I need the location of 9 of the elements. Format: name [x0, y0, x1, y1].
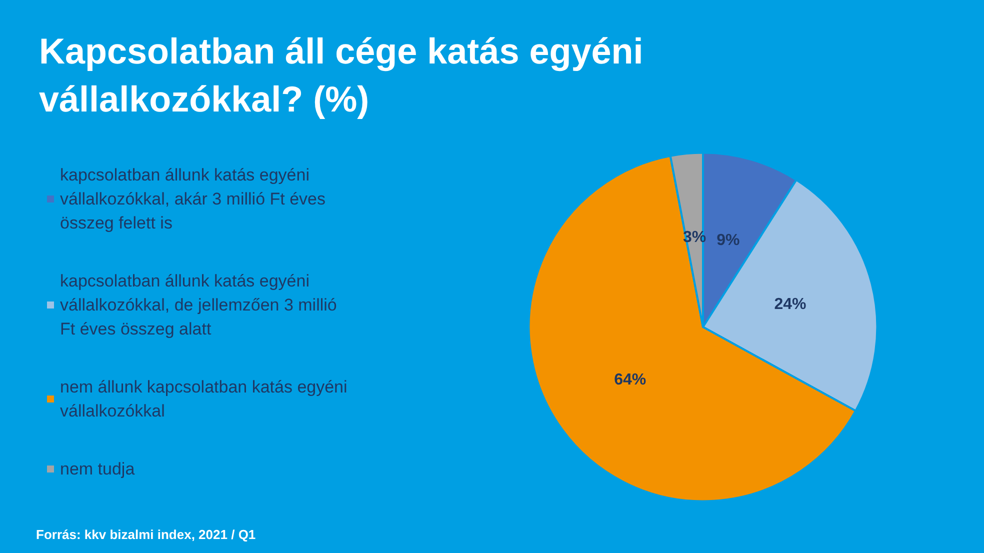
data-label: 24% — [774, 296, 806, 314]
legend-label: kapcsolatban állunk katás egyéni vállalkozókkal, de jellemzően 3 millió Ft éves összeg alatt — [60, 272, 342, 338]
legend-label: nem tudja — [60, 460, 136, 478]
legend-label: kapcsolatban állunk katás egyéni vállalkozókkal, akár 3 millió Ft éves összeg felett is — [60, 166, 330, 232]
data-label: 9% — [716, 232, 740, 249]
data-label: 64% — [614, 371, 646, 388]
text: Forrás: kkv bizalmi index, 2021 / Q1 — [36, 527, 256, 542]
chart-title: Kapcsolatban áll cége katás egyéni vállalkozókkal? (%) — [39, 30, 654, 120]
legend-label: nem állunk kapcsolatban katás egyéni vállalkozókkal — [60, 378, 352, 420]
